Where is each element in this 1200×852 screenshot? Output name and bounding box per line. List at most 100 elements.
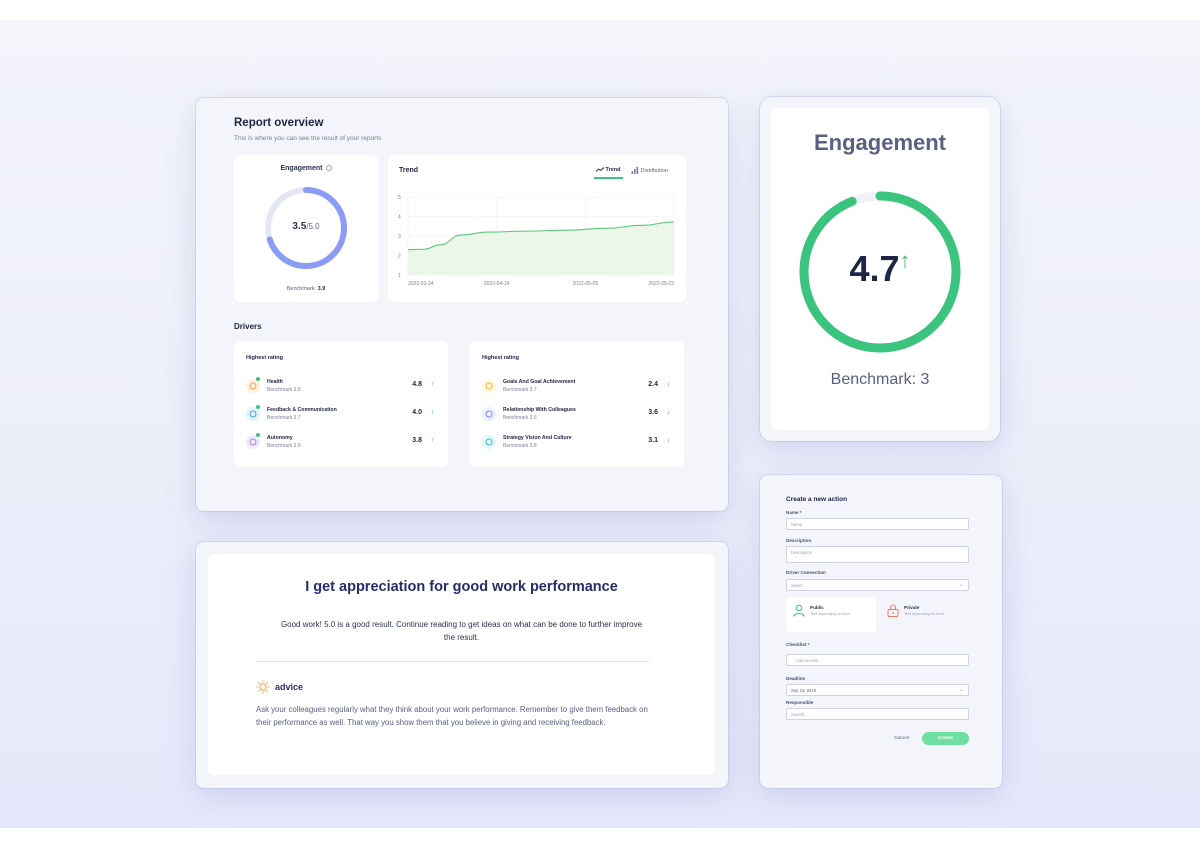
x-tick-label: 2022-03-24 [408, 281, 434, 287]
driver-benchmark: Benchmark 3.6 [503, 415, 537, 421]
benchmark-label: Benchmark: [286, 286, 317, 292]
y-tick-label: 4 [398, 214, 401, 220]
driver-row[interactable]: Autonomy Benchmark 3.9 3.8 ↑ [246, 433, 436, 453]
heart-icon [246, 379, 260, 393]
lighthouse-icon [482, 435, 496, 449]
y-tick-label: 3 [398, 234, 401, 240]
cancel-button[interactable]: Cancel [894, 736, 909, 741]
advice-text: Ask your colleagues regularly what they … [256, 705, 648, 728]
create-button[interactable]: Create [922, 732, 969, 745]
responsible-placeholder: Search... [791, 712, 808, 717]
user-icon [793, 604, 805, 617]
responsible-label: Responsible [786, 700, 814, 705]
visibility-public-option[interactable]: Public Text depending on level [786, 597, 876, 632]
arrow-up-icon: ↑ [430, 409, 435, 416]
engagement-large-ring [799, 191, 961, 353]
driver-row[interactable]: Goals And Goal Achievement Benchmark 3.7 2… [482, 377, 672, 397]
checklist-input[interactable]: Add an item [786, 654, 969, 666]
trend-area-fill [408, 221, 674, 275]
driver-connection-select[interactable]: Select ⌄ [786, 579, 969, 591]
driver-benchmark: Benchmark 3.7 [503, 387, 537, 393]
driver-score: 2.4 [648, 381, 658, 388]
status-dot [256, 377, 260, 381]
arrow-up-icon: ↑ [430, 381, 435, 388]
engagement-summary-card: Engagement 3.5/5.0 Benchmark: 3.9 [234, 155, 378, 302]
tab-distribution[interactable]: Distribution [631, 167, 668, 174]
driver-score: 3.8 [412, 437, 422, 444]
active-tab-indicator [594, 177, 623, 179]
info-icon[interactable] [325, 165, 332, 172]
advice-label: advice [275, 682, 304, 692]
visibility-public-name: Public [810, 605, 824, 610]
driver-name: Feedback & Communication [267, 407, 337, 413]
driver-name: Goals And Goal Achievement [503, 379, 576, 385]
canvas-background: Report overview This is where you can se… [0, 20, 1200, 828]
trophy-icon [482, 379, 496, 393]
benchmark-value: 3.9 [317, 286, 326, 292]
driver-row[interactable]: Strategy Vision And Culture Benchmark 3.8… [482, 433, 672, 453]
responsible-search-input[interactable]: Search... [786, 708, 969, 720]
name-input[interactable]: Name [786, 518, 969, 530]
engagement-card-title: Engagement [234, 165, 378, 172]
tab-trend[interactable]: Trend [595, 167, 621, 173]
create-action-panel: Create a new action Name * Name Descript… [760, 475, 1002, 788]
name-label: Name * [786, 510, 802, 515]
engagement-benchmark: Benchmark: 3.9 [234, 286, 378, 292]
driver-benchmark: Benchmark 3.9 [267, 443, 301, 449]
statement-card: I get appreciation for good work perform… [208, 554, 715, 775]
drivers-section-title: Drivers [234, 322, 262, 331]
driver-name: Health [267, 379, 283, 385]
driver-row[interactable]: Relationship With Colleagues Benchmark 3.… [482, 405, 672, 425]
arrow-down-icon: ↓ [666, 409, 671, 416]
statement-panel: I get appreciation for good work perform… [196, 542, 728, 788]
description-placeholder: Description [791, 550, 812, 555]
page-title: Report overview [234, 117, 324, 129]
name-placeholder: Name [791, 522, 803, 527]
description-textarea[interactable]: Description [786, 546, 969, 563]
tab-trend-label: Trend [605, 167, 621, 173]
checklist-label: Checklist * [786, 642, 810, 647]
engagement-large-panel: Engagement 4.7↑ Benchmark: 3 [760, 97, 1000, 441]
visibility-public-sub: Text depending on level [810, 612, 850, 616]
driver-score: 3.1 [648, 437, 658, 444]
page-subtitle: This is where you can see the result of … [234, 135, 382, 142]
engagement-score-value: 3.5 [292, 221, 307, 232]
trend-area-chart: 1 2 3 4 5 2022-03-24 2022-04-14 2022-05-05 2022-… [398, 195, 675, 287]
driver-benchmark: Benchmark 3.7 [267, 415, 301, 421]
drivers-card-heading: Highest rating [246, 355, 283, 361]
x-tick-label: 2022-05-23 [648, 281, 674, 287]
lightbulb-icon [256, 680, 270, 694]
engagement-large-benchmark: Benchmark: 3 [830, 371, 930, 388]
driver-row[interactable]: Feedback & Communication Benchmark 3.7 4.0… [246, 405, 436, 425]
driver-row[interactable]: Health Benchmark 3.8 4.8 ↑ [246, 377, 436, 397]
form-title: Create a new action [786, 496, 848, 503]
visibility-private-name: Private [904, 605, 920, 610]
lock-icon [887, 604, 899, 617]
driver-name: Strategy Vision And Culture [503, 435, 572, 441]
status-dot [256, 405, 260, 409]
trend-title: Trend [399, 167, 419, 174]
visibility-private-sub: Text depending on level [904, 612, 944, 616]
ring-progress [799, 191, 961, 353]
chevron-down-icon: ⌄ [958, 687, 964, 693]
driver-name: Autonomy [267, 435, 293, 441]
deadline-select[interactable]: Sep 15, 2019 ⌄ [786, 684, 969, 696]
statement-description: Good work! 5.0 is a good result. Continu… [280, 620, 643, 642]
bar-chart-icon [631, 167, 639, 174]
visibility-private-option[interactable]: Private Text depending on level [880, 597, 970, 632]
x-tick-label: 2022-05-05 [573, 281, 599, 287]
chat-icon [246, 407, 260, 421]
people-icon [482, 407, 496, 421]
driver-connection-value: Select [791, 583, 803, 588]
drivers-card-heading: Highest rating [482, 355, 519, 361]
trend-line-icon [595, 167, 605, 172]
engagement-score: 3.5/5.0 [234, 221, 378, 232]
driver-connection-label: Driver Connection [786, 570, 826, 575]
driver-benchmark: Benchmark 3.8 [267, 387, 301, 393]
ring-progress [265, 187, 347, 269]
y-tick-label: 2 [398, 253, 401, 259]
statement-title: I get appreciation for good work perform… [305, 579, 618, 595]
chevron-down-icon: ⌄ [958, 582, 964, 588]
driver-score: 3.6 [648, 409, 658, 416]
y-tick-label: 1 [398, 273, 401, 279]
